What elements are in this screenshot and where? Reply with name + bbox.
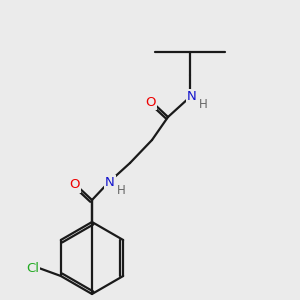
- Text: Cl: Cl: [26, 262, 39, 275]
- Text: N: N: [187, 91, 197, 103]
- Text: H: H: [199, 98, 207, 110]
- Text: H: H: [117, 184, 125, 196]
- Text: O: O: [70, 178, 80, 191]
- Text: N: N: [105, 176, 115, 190]
- Text: O: O: [146, 95, 156, 109]
